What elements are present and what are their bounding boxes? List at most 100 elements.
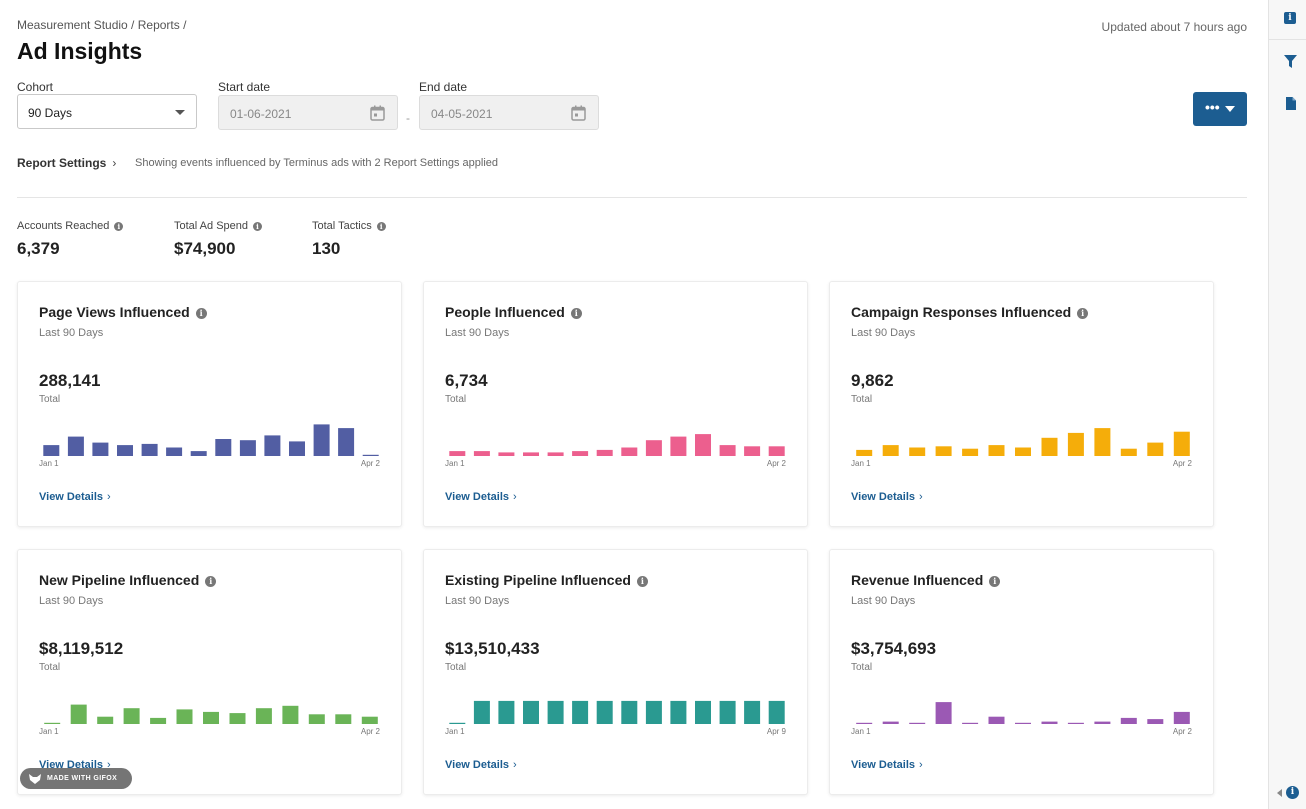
chart-bar[interactable] <box>1173 431 1190 456</box>
chart-bar[interactable] <box>1067 432 1084 456</box>
chart-bar[interactable] <box>1094 721 1111 724</box>
chart-bar[interactable] <box>215 439 232 456</box>
info-icon[interactable]: i <box>253 221 263 231</box>
info-icon[interactable]: i <box>1284 12 1296 24</box>
chart-bar[interactable] <box>1041 437 1058 456</box>
report-settings-toggle[interactable]: Report Settings › <box>17 156 116 170</box>
chart-bar[interactable] <box>335 714 352 724</box>
chart-bar[interactable] <box>203 711 219 724</box>
chart-bar[interactable] <box>935 702 952 724</box>
chart-bar[interactable] <box>1041 721 1058 724</box>
chart-bar[interactable] <box>44 722 61 724</box>
chart-bar[interactable] <box>523 700 539 724</box>
info-icon[interactable]: i <box>989 576 1001 587</box>
chart-bar[interactable] <box>695 700 711 724</box>
chart-bar[interactable] <box>1147 719 1164 724</box>
info-icon[interactable]: i <box>570 308 582 319</box>
chart-bar[interactable] <box>166 447 183 457</box>
chart-bar[interactable] <box>596 700 613 724</box>
chart-bar[interactable] <box>547 452 564 456</box>
chart-bar[interactable] <box>645 700 662 724</box>
chart-bar[interactable] <box>645 440 662 456</box>
view-details-link[interactable]: View Details › <box>445 759 517 771</box>
chart-bar[interactable] <box>338 428 355 456</box>
chart-bar[interactable] <box>719 700 736 724</box>
chart-bar[interactable] <box>768 700 785 724</box>
filter-icon[interactable] <box>1284 55 1297 69</box>
chart-bar[interactable] <box>768 446 785 456</box>
chart-bar[interactable] <box>123 708 140 724</box>
chart-bar[interactable] <box>572 451 589 456</box>
chart-bar[interactable] <box>1015 722 1031 724</box>
view-details-link[interactable]: View Details › <box>851 491 923 503</box>
chart-bar[interactable] <box>547 700 564 724</box>
start-date-field[interactable]: 01-06-2021 <box>218 95 398 130</box>
chart-bar[interactable] <box>856 449 873 456</box>
chart-bar[interactable] <box>988 716 1005 724</box>
chart-bar[interactable] <box>882 721 899 724</box>
cohort-select[interactable]: 90 Days <box>17 94 197 129</box>
sidebar-collapse[interactable]: i <box>1277 786 1299 799</box>
chart-bar[interactable] <box>282 705 299 724</box>
breadcrumb[interactable]: Measurement Studio / Reports / <box>17 18 187 32</box>
chart-bar[interactable] <box>1120 717 1137 724</box>
info-icon[interactable]: i <box>114 221 124 231</box>
info-icon[interactable]: i <box>205 576 217 587</box>
view-details-link[interactable]: View Details › <box>39 491 111 503</box>
info-icon[interactable]: i <box>636 576 648 587</box>
chart-bar[interactable] <box>176 709 193 724</box>
chart-bar[interactable] <box>1067 722 1084 724</box>
calendar-icon[interactable] <box>571 105 586 121</box>
chart-bar[interactable] <box>1120 448 1137 456</box>
chart-bar[interactable] <box>449 451 466 456</box>
view-details-link[interactable]: View Details › <box>445 491 517 503</box>
chart-bar[interactable] <box>190 451 207 456</box>
chart-bar[interactable] <box>255 708 272 724</box>
chart-bar[interactable] <box>962 448 979 456</box>
chart-bar[interactable] <box>670 436 687 456</box>
chart-bar[interactable] <box>1173 711 1190 724</box>
view-details-link[interactable]: View Details › <box>851 759 923 771</box>
info-icon[interactable]: i <box>195 308 207 319</box>
chart-bar[interactable] <box>117 445 133 456</box>
more-actions-button[interactable]: ••• <box>1193 92 1247 126</box>
chart-bar[interactable] <box>362 454 379 456</box>
chart-bar[interactable] <box>1147 442 1164 456</box>
chart-bar[interactable] <box>313 424 330 456</box>
info-icon[interactable]: i <box>376 221 386 231</box>
chart-bar[interactable] <box>473 700 490 724</box>
chart-bar[interactable] <box>935 446 952 456</box>
chart-bar[interactable] <box>229 713 246 724</box>
chart-bar[interactable] <box>882 445 899 456</box>
chart-bar[interactable] <box>70 704 87 724</box>
chart-bar[interactable] <box>572 700 589 724</box>
chart-bar[interactable] <box>308 714 325 724</box>
chart-bar[interactable] <box>449 722 466 724</box>
chart-bar[interactable] <box>498 452 515 456</box>
chart-bar[interactable] <box>473 451 490 456</box>
end-date-field[interactable]: 04-05-2021 <box>419 95 599 130</box>
chart-bar[interactable] <box>988 445 1005 456</box>
chart-bar[interactable] <box>498 700 515 724</box>
chart-bar[interactable] <box>962 722 979 724</box>
chart-bar[interactable] <box>596 449 613 456</box>
document-icon[interactable] <box>1286 97 1296 110</box>
chart-bar[interactable] <box>150 717 167 724</box>
chart-bar[interactable] <box>239 440 256 456</box>
chart-bar[interactable] <box>695 434 711 456</box>
chart-bar[interactable] <box>856 722 873 724</box>
chart-bar[interactable] <box>1015 447 1031 457</box>
chart-bar[interactable] <box>670 700 687 724</box>
chart-bar[interactable] <box>264 435 281 456</box>
chart-bar[interactable] <box>43 445 60 456</box>
chart-bar[interactable] <box>744 446 761 456</box>
chart-bar[interactable] <box>97 716 114 724</box>
chart-bar[interactable] <box>1094 428 1111 456</box>
chart-bar[interactable] <box>719 445 736 456</box>
info-icon[interactable]: i <box>1077 308 1089 319</box>
chart-bar[interactable] <box>744 700 761 724</box>
chart-bar[interactable] <box>621 447 638 457</box>
chart-bar[interactable] <box>909 722 926 724</box>
chart-bar[interactable] <box>621 700 638 724</box>
chart-bar[interactable] <box>67 436 84 456</box>
